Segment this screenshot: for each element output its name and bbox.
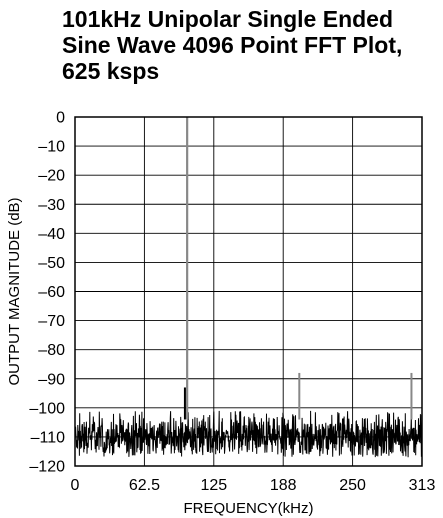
x-tick-label-2: 125 [200,477,227,494]
plot-frame [74,116,423,467]
spectral-peaks [183,117,413,420]
y-tick-label-11: –110 [31,429,66,446]
x-tick-label-5: 313 [409,477,436,494]
y-axis-ticks: 0 –10 –20 –30 –40 –50 –60 –70 –80 –90 –100 –110 –120 [29,110,65,476]
x-tick-label-4: 250 [339,477,366,494]
grid-lines [74,116,423,467]
chart-title-line-3: 625 ksps [62,58,160,84]
chart-title-line-1: 101kHz Unipolar Single Ended [62,6,394,32]
y-tick-label-3: –30 [38,197,65,214]
y-tick-label-12: –120 [29,459,65,476]
chart-title-line-2: Sine Wave 4096 Point FFT Plot, [62,32,403,58]
y-tick-label-5: –50 [38,255,65,272]
y-tick-label-0: 0 [56,110,65,127]
y-tick-label-10: –100 [29,400,65,417]
x-tick-label-0: 0 [71,477,80,494]
y-tick-label-4: –40 [38,226,65,243]
noise-trace [74,410,423,458]
y-tick-label-6: –60 [38,284,65,301]
y-tick-label-9: –90 [38,371,65,388]
x-axis-label: FREQUENCY(kHz) [184,500,314,517]
y-tick-label-8: –80 [38,342,65,359]
y-tick-label-7: –70 [38,313,65,330]
x-tick-label-1: 62.5 [129,477,160,494]
chart-title: 101kHz Unipolar Single Ended Sine Wave 4… [62,6,432,84]
y-axis-label: OUTPUT MAGNITUDE (dB) [6,197,23,385]
x-axis-ticks: 0 62.5 125 188 250 313 [71,477,436,494]
y-tick-label-1: –10 [38,139,65,156]
noise-floor [74,410,423,458]
x-tick-label-3: 188 [270,477,297,494]
y-tick-label-2: –20 [38,168,65,185]
